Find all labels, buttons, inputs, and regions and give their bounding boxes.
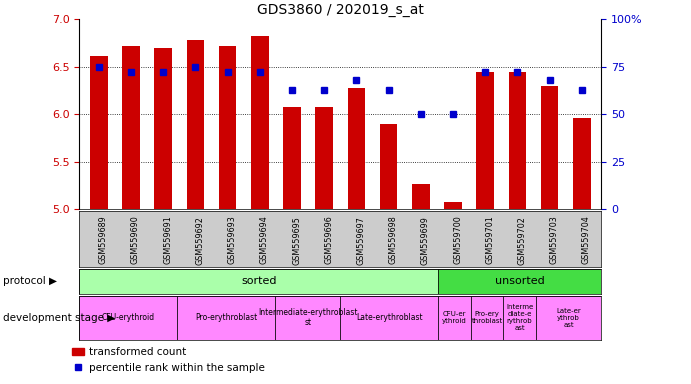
- Text: GSM559701: GSM559701: [485, 216, 494, 265]
- Bar: [412, 184, 430, 384]
- Bar: [283, 107, 301, 384]
- Bar: [178, 296, 275, 340]
- Bar: [340, 296, 438, 340]
- Bar: [573, 118, 591, 384]
- Text: GSM559693: GSM559693: [227, 216, 236, 265]
- Text: GSM559700: GSM559700: [453, 216, 462, 265]
- Bar: [380, 124, 397, 384]
- Bar: [154, 48, 172, 384]
- Bar: [90, 56, 108, 384]
- Bar: [348, 88, 366, 384]
- Bar: [219, 46, 236, 384]
- Bar: [122, 46, 140, 384]
- Bar: [187, 40, 205, 384]
- Text: Interme
diate-e
rythrob
ast: Interme diate-e rythrob ast: [506, 304, 533, 331]
- Text: sorted: sorted: [241, 276, 276, 286]
- Bar: [509, 73, 527, 384]
- Bar: [438, 296, 471, 340]
- Text: Pro-erythroblast: Pro-erythroblast: [195, 313, 257, 322]
- Bar: [476, 73, 494, 384]
- Text: protocol ▶: protocol ▶: [3, 276, 57, 286]
- Text: GSM559694: GSM559694: [260, 216, 269, 265]
- Title: GDS3860 / 202019_s_at: GDS3860 / 202019_s_at: [257, 3, 424, 17]
- Text: GSM559702: GSM559702: [518, 216, 527, 265]
- Text: Intermediate-erythroblast
st: Intermediate-erythroblast st: [258, 308, 357, 328]
- Text: GSM559690: GSM559690: [131, 216, 140, 265]
- Text: GSM559698: GSM559698: [388, 216, 397, 265]
- Bar: [471, 296, 503, 340]
- Bar: [503, 296, 536, 340]
- Text: GSM559697: GSM559697: [357, 216, 366, 265]
- Legend: transformed count, percentile rank within the sample: transformed count, percentile rank withi…: [68, 343, 269, 377]
- Bar: [536, 296, 601, 340]
- Bar: [541, 86, 558, 384]
- Bar: [79, 269, 438, 294]
- Bar: [79, 296, 178, 340]
- Bar: [444, 202, 462, 384]
- Text: Late-er
ythrob
ast: Late-er ythrob ast: [556, 308, 581, 328]
- Text: GSM559699: GSM559699: [421, 216, 430, 265]
- Text: development stage ▶: development stage ▶: [3, 313, 115, 323]
- Text: GSM559696: GSM559696: [324, 216, 333, 265]
- Text: CFU-er
ythroid: CFU-er ythroid: [442, 311, 467, 324]
- Bar: [438, 269, 601, 294]
- Text: Late-erythroblast: Late-erythroblast: [356, 313, 422, 322]
- Text: GSM559703: GSM559703: [549, 216, 558, 265]
- Text: GSM559704: GSM559704: [582, 216, 591, 265]
- Bar: [315, 107, 333, 384]
- Text: GSM559689: GSM559689: [99, 216, 108, 265]
- Text: GSM559695: GSM559695: [292, 216, 301, 265]
- Bar: [275, 296, 340, 340]
- Text: GSM559691: GSM559691: [163, 216, 172, 265]
- Text: unsorted: unsorted: [495, 276, 545, 286]
- Bar: [251, 36, 269, 384]
- Text: Pro-ery
throblast: Pro-ery throblast: [471, 311, 502, 324]
- Text: GSM559692: GSM559692: [196, 216, 205, 265]
- Text: CFU-erythroid: CFU-erythroid: [102, 313, 155, 322]
